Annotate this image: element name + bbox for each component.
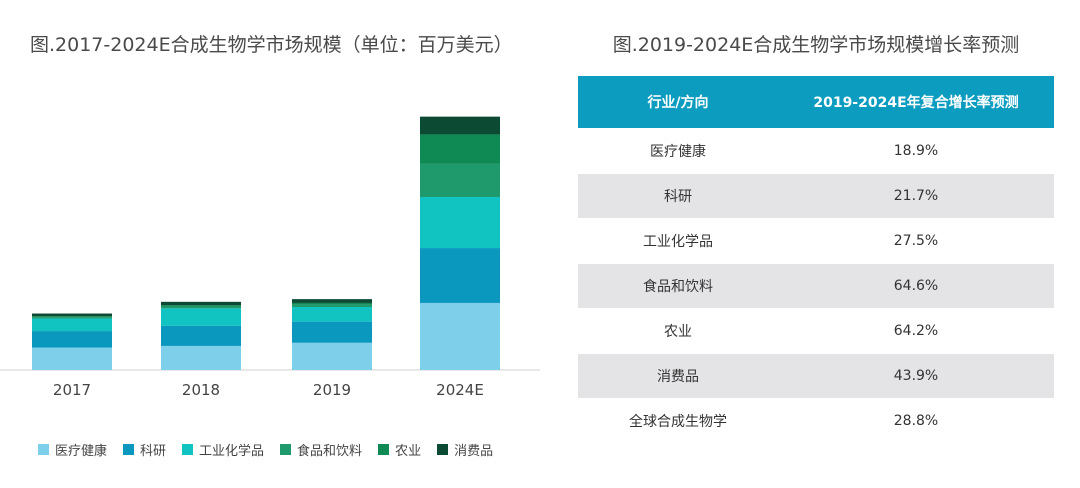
industry-cell: 农业 bbox=[578, 308, 778, 354]
industry-cell: 全球合成生物学 bbox=[578, 398, 778, 443]
bar-segment bbox=[32, 317, 112, 319]
x-tick-label: 2017 bbox=[53, 381, 91, 399]
bar-segment bbox=[161, 301, 241, 306]
bar-segment bbox=[420, 163, 500, 197]
bar-segment bbox=[32, 347, 112, 370]
legend-item: 农业 bbox=[378, 440, 421, 459]
cagr-cell: 21.7% bbox=[778, 173, 1054, 219]
legend-swatch bbox=[437, 443, 449, 455]
legend-label: 消费品 bbox=[454, 443, 494, 459]
legend-label: 工业化学品 bbox=[199, 443, 265, 459]
legend-swatch bbox=[38, 443, 49, 455]
x-tick-label: 2018 bbox=[182, 381, 220, 399]
bar-segment bbox=[292, 321, 372, 343]
bar-segment bbox=[32, 316, 112, 318]
cagr-cell: 28.8% bbox=[778, 398, 1054, 443]
legend-item: 食品和饮料 bbox=[280, 440, 362, 459]
table-row: 医疗健康 18.9% bbox=[578, 128, 1054, 174]
legend-label: 医疗健康 bbox=[55, 443, 108, 459]
cagr-cell: 43.9% bbox=[778, 353, 1054, 399]
industry-cell: 医疗健康 bbox=[578, 128, 778, 174]
legend-label: 食品和饮料 bbox=[297, 443, 363, 459]
bar-segment bbox=[161, 345, 241, 370]
bar-segment bbox=[420, 196, 500, 249]
cagr-cell: 18.9% bbox=[778, 128, 1054, 174]
bar-segment bbox=[161, 305, 241, 307]
bar-segment bbox=[420, 302, 500, 370]
bar-segment bbox=[32, 313, 112, 317]
table-row: 农业 64.2% bbox=[578, 308, 1054, 354]
table-row: 食品和饮料 64.6% bbox=[578, 263, 1054, 309]
legend-item: 医疗健康 bbox=[38, 440, 107, 459]
bar-segment bbox=[420, 248, 500, 303]
legend-swatch bbox=[123, 443, 135, 455]
chart-legend: 医疗健康 科研 工业化学品 食品和饮料 农业 消费品 bbox=[38, 438, 493, 460]
legend-item: 科研 bbox=[123, 440, 166, 459]
bar-segment bbox=[161, 325, 241, 346]
cagr-cell: 27.5% bbox=[778, 218, 1054, 264]
industry-cell: 消费品 bbox=[578, 353, 778, 399]
table-title: 图.2019-2024E合成生物学市场规模增长率预测 bbox=[612, 34, 1020, 56]
table-header-row: 行业/方向 2019-2024E年复合增长率预测 bbox=[578, 76, 1054, 129]
industry-cell: 工业化学品 bbox=[578, 218, 778, 264]
stacked-bar-chart: 2017 2018 2019 2024E bbox=[0, 116, 540, 399]
cagr-cell: 64.6% bbox=[778, 263, 1054, 309]
legend-swatch bbox=[378, 443, 390, 455]
chart-title: 图.2017-2024E合成生物学市场规模（单位：百万美元） bbox=[30, 34, 513, 56]
bar-segment bbox=[420, 116, 500, 135]
legend-item: 工业化学品 bbox=[182, 440, 264, 459]
growth-rate-table: 行业/方向 2019-2024E年复合增长率预测 医疗健康 18.9% 科研 2… bbox=[578, 76, 1054, 443]
bar-segment bbox=[32, 318, 112, 332]
bar-segment bbox=[292, 342, 372, 370]
legend-label: 科研 bbox=[140, 443, 167, 459]
bar-segment bbox=[420, 134, 500, 164]
table-row: 科研 21.7% bbox=[578, 173, 1054, 219]
bar-segment bbox=[292, 304, 372, 307]
header-industry: 行业/方向 bbox=[578, 76, 778, 129]
x-tick-label: 2019 bbox=[313, 381, 351, 399]
bar-segment bbox=[32, 331, 112, 348]
table-row: 工业化学品 27.5% bbox=[578, 218, 1054, 264]
industry-cell: 食品和饮料 bbox=[578, 263, 778, 309]
legend-swatch bbox=[182, 443, 194, 455]
legend-swatch bbox=[280, 443, 292, 455]
legend-item: 消费品 bbox=[437, 440, 493, 459]
x-tick-label: 2024E bbox=[436, 381, 484, 399]
bar-segment bbox=[292, 302, 372, 305]
table-row: 消费品 43.9% bbox=[578, 353, 1054, 399]
header-cagr: 2019-2024E年复合增长率预测 bbox=[778, 76, 1054, 129]
industry-cell: 科研 bbox=[578, 173, 778, 219]
bar-segment bbox=[161, 308, 241, 326]
cagr-cell: 64.2% bbox=[778, 308, 1054, 354]
bar-segment bbox=[292, 299, 372, 303]
legend-label: 农业 bbox=[395, 443, 422, 459]
bar-segment bbox=[161, 306, 241, 309]
table-row: 全球合成生物学 28.8% bbox=[578, 398, 1054, 443]
bar-segment bbox=[292, 307, 372, 322]
